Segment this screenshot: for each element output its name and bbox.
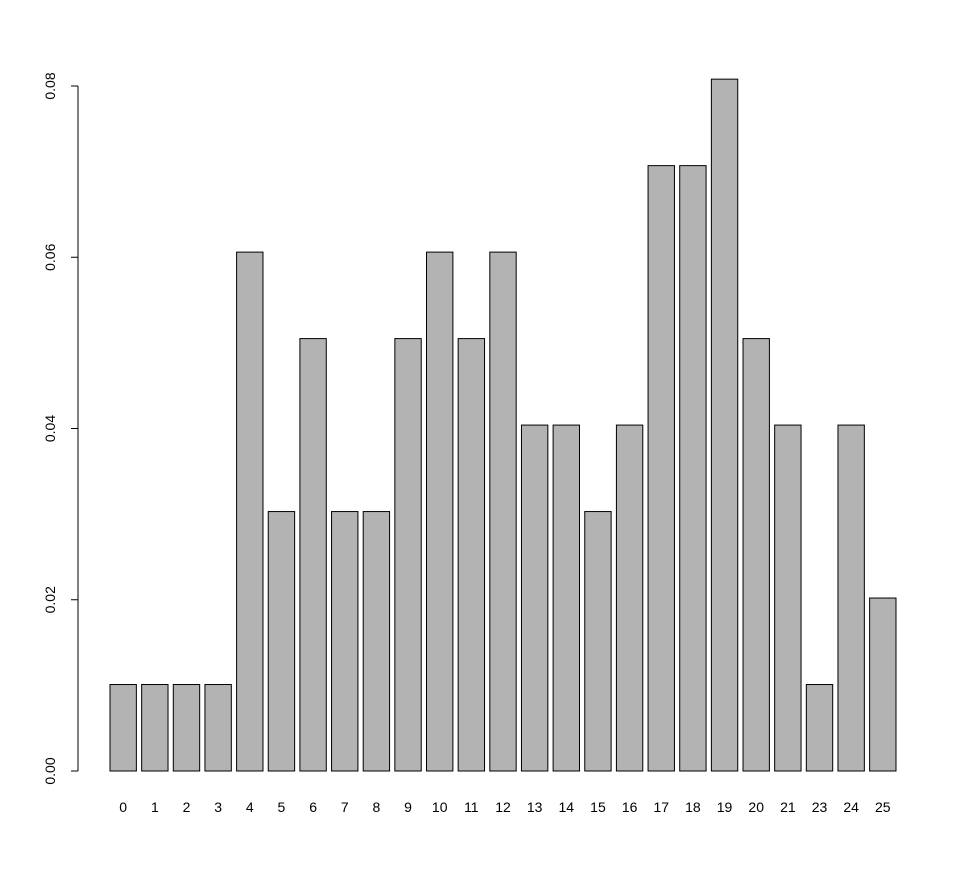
bar: [299, 338, 327, 772]
y-tick-label: 0.06: [42, 243, 58, 270]
bar: [394, 338, 422, 772]
x-tick-label: 24: [843, 799, 859, 815]
bar: [267, 511, 296, 772]
x-tick-label: 5: [278, 799, 286, 815]
bar: [742, 338, 770, 772]
bar: [172, 684, 201, 772]
x-tick-label: 1: [151, 799, 159, 815]
x-tick-label: 8: [372, 799, 380, 815]
y-tick-label: 0.00: [42, 757, 58, 784]
x-tick-label: 2: [183, 799, 191, 815]
bar: [236, 251, 264, 772]
bar: [362, 511, 391, 772]
y-tick-label: 0.02: [42, 586, 58, 613]
bar: [774, 424, 802, 772]
x-tick-label: 19: [717, 799, 733, 815]
bar: [141, 684, 169, 772]
bar: [869, 597, 897, 772]
bar: [805, 684, 834, 772]
x-tick-label: 25: [875, 799, 891, 815]
x-tick-label: 21: [780, 799, 796, 815]
x-tick-label: 10: [432, 799, 448, 815]
x-tick-label: 14: [559, 799, 575, 815]
x-tick-label: 17: [653, 799, 669, 815]
bar: [615, 424, 644, 772]
x-tick-label: 0: [119, 799, 127, 815]
bar: [457, 338, 486, 772]
x-tick-label: 4: [246, 799, 254, 815]
bar: [584, 511, 612, 772]
x-tick-label: 20: [748, 799, 764, 815]
bar: [647, 165, 675, 772]
x-tick-label: 13: [527, 799, 543, 815]
x-tick-label: 15: [590, 799, 606, 815]
bar: [679, 165, 707, 772]
bar: [552, 424, 580, 772]
bar: [489, 251, 517, 772]
bar: [520, 424, 549, 772]
x-tick-label: 12: [495, 799, 511, 815]
x-tick-label: 16: [622, 799, 638, 815]
bar: [109, 684, 137, 772]
x-tick-label: 11: [464, 799, 479, 815]
bar: [204, 684, 232, 772]
x-tick-label: 7: [341, 799, 349, 815]
x-tick-label: 18: [685, 799, 701, 815]
x-tick-label: 3: [214, 799, 222, 815]
bar: [426, 251, 454, 772]
x-tick-label: 23: [812, 799, 828, 815]
bar: [710, 78, 739, 772]
x-tick-label: 6: [309, 799, 317, 815]
x-tick-label: 9: [404, 799, 412, 815]
bar: [837, 424, 865, 772]
y-tick-label: 0.08: [42, 72, 58, 99]
y-tick-label: 0.04: [42, 415, 58, 442]
bar: [331, 511, 359, 772]
